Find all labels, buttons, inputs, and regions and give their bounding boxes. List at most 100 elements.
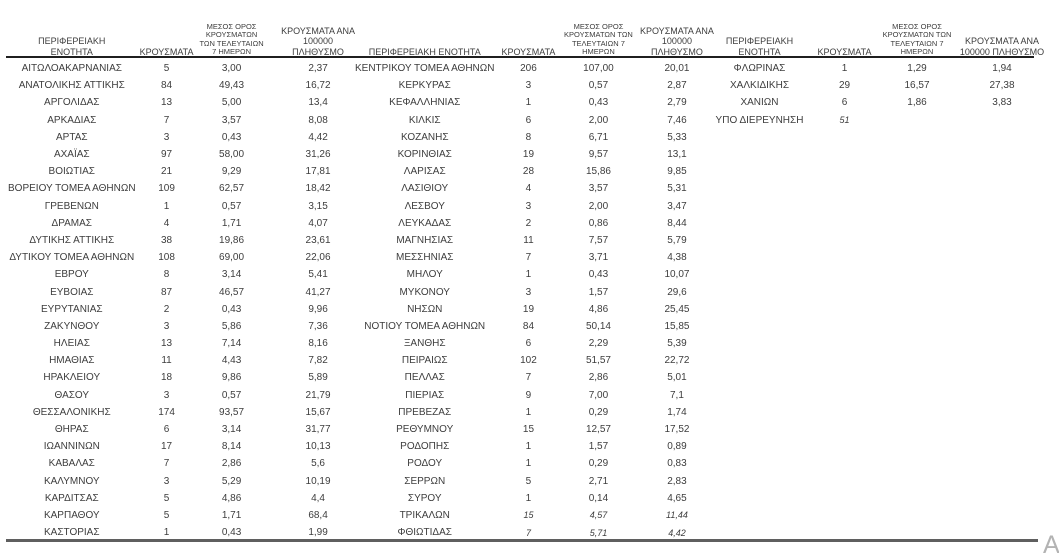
cell-cases: 7	[525, 527, 531, 538]
cell-per100k: 7,46	[667, 114, 687, 126]
table-row: ΥΠΟ ΔΙΕΡΕΥΝΗΣΗ 51	[712, 112, 1052, 129]
cell-region: ΚΕΦΑΛΛΗΝΙΑΣ	[389, 97, 461, 109]
table-row: ΙΩΑΝΝΙΝΩΝ 17 8,14 10,13	[8, 438, 371, 455]
cell-per100k: 5,79	[667, 234, 687, 246]
table-row: ΡΟΔΟΠΗΣ 1 1,57 0,89	[355, 438, 719, 455]
cell-region: ΚΟΖΑΝΗΣ	[400, 131, 449, 143]
table-row: ΕΥΡΥΤΑΝΙΑΣ 2 0,43 9,96	[8, 301, 371, 318]
table-row: ΗΛΕΙΑΣ 13 7,14 8,16	[8, 335, 371, 352]
table-row: ΑΝΑΤΟΛΙΚΗΣ ΑΤΤΙΚΗΣ 84 49,43 16,72	[8, 77, 371, 94]
cell-cases: 1	[163, 200, 170, 212]
cell-cases: 4	[163, 217, 170, 229]
table-row: ΒΟΡΕΙΟΥ ΤΟΜΕΑ ΑΘΗΝΩΝ 109 62,57 18,42	[8, 180, 371, 197]
cell-per100k: 8,44	[667, 217, 687, 229]
cell-cases: 5	[163, 492, 170, 504]
cell-avg7: 0,14	[588, 492, 609, 504]
cell-region: ΚΟΡΙΝΘΙΑΣ	[397, 149, 452, 161]
table-row: ΧΑΝΙΩΝ 6 1,86 3,83	[712, 94, 1052, 111]
cell-cases: 38	[160, 234, 173, 246]
cell-avg7: 0,43	[588, 269, 609, 281]
cell-per100k: 4,65	[667, 492, 687, 504]
cell-avg7: 7,00	[588, 389, 609, 401]
cell-cases: 1	[525, 441, 532, 453]
cell-per100k: 5,33	[667, 131, 687, 143]
table-row: ΣΕΡΡΩΝ 5 2,71 2,83	[355, 473, 719, 490]
table-row: ΚΑΛΥΜΝΟΥ 3 5,29 10,19	[8, 473, 371, 490]
cell-avg7: 50,14	[585, 320, 611, 332]
column-header-region: ΠΕΡΙΦΕΡΕΙΑΚΗ ΕΝΟΤΗΤΑ	[725, 36, 794, 57]
cell-cases: 3	[163, 131, 170, 143]
column-header-per100k: ΚΡΟΥΣΜΑΤΑ ΑΝΑ 100000 ΠΛΗΘΥΣΜΟ	[281, 25, 356, 57]
cell-cases: 1	[525, 269, 532, 281]
cell-cases: 1	[525, 458, 532, 470]
cell-cases: 4	[525, 183, 532, 195]
cell-cases: 1	[525, 97, 532, 109]
cell-avg7: 9,86	[221, 372, 242, 384]
cell-avg7: 0,43	[588, 97, 609, 109]
table-row: ΠΡΕΒΕΖΑΣ 1 0,29 1,74	[355, 404, 719, 421]
cell-avg7: 3,00	[221, 63, 242, 75]
cell-avg7: 2,86	[221, 458, 242, 470]
cell-cases: 87	[160, 286, 173, 298]
cell-per100k: 1,99	[308, 527, 328, 539]
cell-avg7: 16,57	[904, 80, 930, 92]
cell-avg7: 4,43	[221, 355, 242, 367]
cell-avg7: 58,00	[219, 149, 245, 161]
cell-region: ΡΟΔΟΥ	[407, 458, 443, 470]
cell-avg7: 9,29	[221, 166, 242, 178]
table-row: ΕΒΡΟΥ 8 3,14 5,41	[8, 266, 371, 283]
cell-region: ΕΥΒΟΙΑΣ	[50, 286, 94, 298]
table-row: ΛΑΡΙΣΑΣ 28 15,86 9,85	[355, 163, 719, 180]
cell-per100k: 3,15	[308, 200, 328, 212]
table-row: ΦΘΙΩΤΙΔΑΣ 7 5,71 4,42	[355, 524, 719, 541]
cell-per100k: 5,6	[311, 458, 325, 470]
table-row: ΚΟΡΙΝΘΙΑΣ 19 9,57 13,1	[355, 146, 719, 163]
cell-per100k: 7,82	[308, 355, 328, 367]
table-row: ΝΟΤΙΟΥ ΤΟΜΕΑ ΑΘΗΝΩΝ 84 50,14 15,85	[355, 318, 719, 335]
cell-avg7: 1,57	[588, 441, 609, 453]
cell-region: ΗΜΑΘΙΑΣ	[49, 355, 95, 367]
cell-avg7: 12,57	[585, 424, 611, 436]
table-row: ΡΟΔΟΥ 1 0,29 0,83	[355, 455, 719, 472]
table-row: ΚΑΣΤΟΡΙΑΣ 1 0,43 1,99	[8, 524, 371, 541]
cell-per100k: 13,4	[308, 97, 328, 109]
cell-per100k: 2,87	[667, 80, 687, 92]
cell-region: ΛΑΣΙΘΙΟΥ	[401, 183, 449, 195]
cell-region: ΚΑΛΥΜΝΟΥ	[43, 475, 100, 487]
cell-avg7: 0,43	[221, 303, 242, 315]
cell-avg7: 0,57	[588, 80, 609, 92]
cell-region: ΚΕΝΤΡΙΚΟΥ ΤΟΜΕΑ ΑΘΗΝΩΝ	[355, 63, 495, 75]
cell-region: ΚΕΡΚΥΡΑΣ	[398, 80, 451, 92]
cell-avg7: 2,29	[588, 338, 609, 350]
cell-per100k: 5,41	[308, 269, 328, 281]
cell-avg7: 2,00	[588, 114, 609, 126]
table-body: ΑΙΤΩΛΟΑΚΑΡΝΑΝΙΑΣ 5 3,00 2,37 ΑΝΑΤΟΛΙΚΗΣ ΑΤΤΙ…	[8, 60, 371, 541]
cell-cases: 3	[525, 200, 532, 212]
cell-per100k: 22,06	[305, 252, 331, 264]
cell-per100k: 0,83	[667, 458, 687, 470]
cell-per100k: 2,79	[667, 97, 687, 109]
cell-avg7: 2,71	[588, 475, 609, 487]
cell-cases: 11	[161, 355, 172, 367]
cell-per100k: 11,44	[666, 510, 688, 521]
cell-per100k: 4,07	[308, 217, 328, 229]
table-row: ΜΗΛΟΥ 1 0,43 10,07	[355, 266, 719, 283]
cell-per100k: 5,31	[667, 183, 687, 195]
cell-avg7: 19,86	[219, 234, 245, 246]
table-row: ΗΜΑΘΙΑΣ 11 4,43 7,82	[8, 352, 371, 369]
cell-cases: 2	[525, 217, 532, 229]
cell-region: ΑΡΓΟΛΙΔΑΣ	[44, 97, 100, 109]
table-header: ΠΕΡΙΦΕΡΕΙΑΚΗ ΕΝΟΤΗΤΑ ΚΡΟΥΣΜΑΤΑ ΜΕΣΟΣ ΟΡΟ…	[712, 10, 1052, 60]
cell-per100k: 3,83	[992, 97, 1012, 109]
cell-per100k: 8,08	[308, 114, 328, 126]
cell-avg7: 5,86	[221, 320, 242, 332]
cell-avg7: 107,00	[583, 63, 614, 75]
cell-region: ΗΛΕΙΑΣ	[53, 338, 90, 350]
cell-per100k	[952, 112, 1052, 129]
cell-per100k: 17,52	[664, 424, 690, 436]
table-row: ΛΕΥΚΑΔΑΣ 2 0,86 8,44	[355, 215, 719, 232]
table-row: ΧΑΛΚΙΔΙΚΗΣ 29 16,57 27,38	[712, 77, 1052, 94]
cell-avg7: 1,57	[588, 286, 609, 298]
cell-cases: 15	[522, 424, 535, 436]
table-row: ΑΡΚΑΔΙΑΣ 7 3,57 8,08	[8, 112, 371, 129]
